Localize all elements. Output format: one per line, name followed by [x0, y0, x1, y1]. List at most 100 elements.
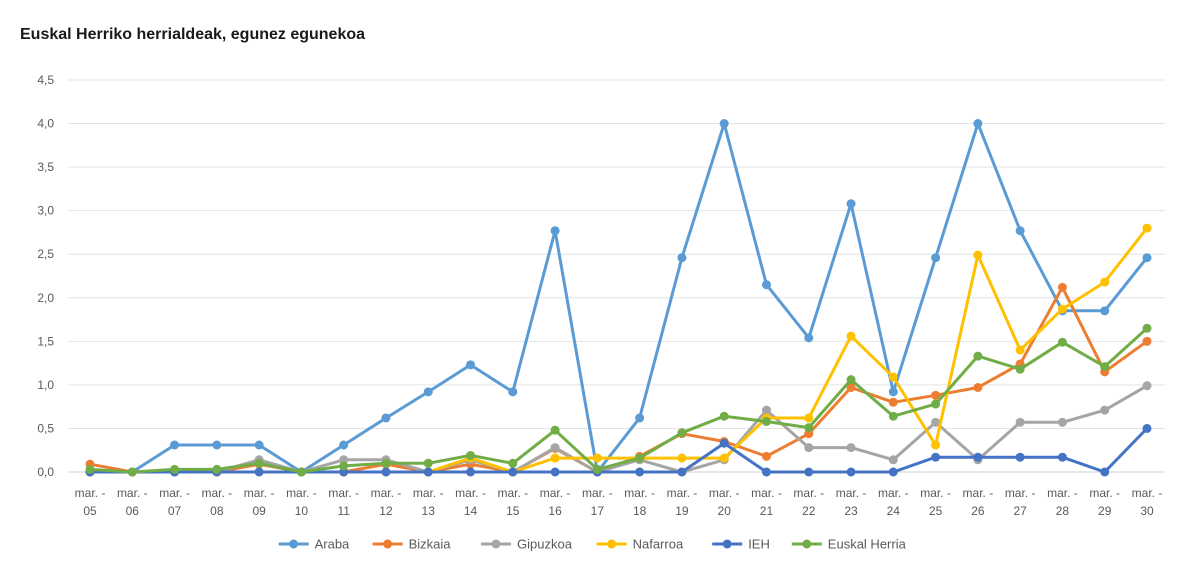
x-tick-label: mar. - [1132, 486, 1163, 500]
data-point [423, 387, 433, 397]
x-tick-label: 25 [929, 504, 943, 518]
y-tick-label: 4,5 [37, 73, 54, 87]
x-tick-label: mar. - [963, 486, 994, 500]
x-tick-label: mar. - [540, 486, 571, 500]
data-point [719, 119, 729, 129]
data-point [846, 331, 856, 341]
series-line [88, 326, 1149, 474]
x-tick-label: mar. - [159, 486, 190, 500]
data-point [508, 458, 518, 468]
x-tick-label: mar. - [667, 486, 698, 500]
x-tick-label: 24 [887, 504, 901, 518]
data-point [339, 461, 349, 471]
data-point [635, 467, 645, 477]
legend-label: Araba [315, 537, 350, 552]
data-point [254, 440, 264, 450]
data-point [508, 467, 518, 477]
x-tick-label: mar. - [1005, 486, 1036, 500]
x-tick-label: mar. - [413, 486, 444, 500]
data-point [846, 443, 856, 453]
data-point [1142, 323, 1152, 333]
data-point [973, 250, 983, 260]
x-tick-label: 28 [1056, 504, 1070, 518]
data-point [1057, 337, 1067, 347]
data-point [466, 467, 476, 477]
data-point [931, 399, 941, 409]
data-point [635, 413, 645, 423]
data-point [761, 467, 771, 477]
x-tick-label: 23 [844, 504, 858, 518]
legend-marker [802, 539, 812, 549]
data-point [888, 387, 898, 397]
x-tick-label: 13 [422, 504, 436, 518]
y-tick-label: 4,0 [37, 117, 54, 131]
y-tick-label: 3,0 [37, 204, 54, 218]
data-point [635, 453, 645, 463]
data-point [931, 417, 941, 427]
data-point [550, 425, 560, 435]
data-point [170, 440, 180, 450]
data-point [1142, 336, 1152, 346]
x-tick-label: mar. - [497, 486, 528, 500]
data-point [1015, 417, 1025, 427]
data-point [677, 428, 687, 438]
data-point [381, 413, 391, 423]
x-tick-label: mar. - [920, 486, 951, 500]
legend-marker [289, 539, 299, 549]
data-point [931, 452, 941, 462]
x-tick-label: 27 [1013, 504, 1027, 518]
y-tick-label: 1,0 [37, 378, 54, 392]
data-point [888, 455, 898, 465]
y-axis-ticks: 0,0 0,5 1,0 1,5 2,0 2,5 3,0 3,5 4,0 4,5 [37, 73, 54, 479]
x-tick-label: 22 [802, 504, 816, 518]
x-tick-label: 14 [464, 504, 478, 518]
data-point [466, 360, 476, 370]
data-point [1100, 306, 1110, 316]
x-tick-label: 21 [760, 504, 774, 518]
x-tick-label: mar. - [244, 486, 275, 500]
x-tick-label: mar. - [371, 486, 402, 500]
data-point [423, 467, 433, 477]
data-point [677, 253, 687, 263]
data-point [1100, 467, 1110, 477]
data-point [761, 451, 771, 461]
x-tick-label: 05 [83, 504, 97, 518]
data-point [1100, 362, 1110, 372]
data-point [85, 464, 95, 474]
legend-marker [383, 539, 393, 549]
data-point [127, 467, 137, 477]
data-point [973, 383, 983, 393]
x-tick-label: mar. - [455, 486, 486, 500]
data-point [719, 411, 729, 421]
legend-marker [607, 539, 617, 549]
x-tick-label: 29 [1098, 504, 1112, 518]
data-point [1142, 381, 1152, 391]
data-point [381, 467, 391, 477]
data-point [1142, 253, 1152, 263]
x-tick-label: mar. - [793, 486, 824, 500]
data-point [804, 333, 814, 343]
data-point [423, 458, 433, 468]
x-tick-label: mar. - [878, 486, 909, 500]
data-point [846, 467, 856, 477]
data-point [1100, 277, 1110, 287]
data-point [550, 467, 560, 477]
data-point [677, 453, 687, 463]
y-tick-label: 2,0 [37, 291, 54, 305]
data-point [804, 423, 814, 433]
series-lines [85, 119, 1152, 477]
data-point [677, 467, 687, 477]
x-tick-label: 12 [379, 504, 393, 518]
x-tick-label: mar. - [1047, 486, 1078, 500]
legend-label: Nafarroa [633, 537, 684, 552]
x-axis-ticks: mar. - 05 mar. - 06 mar. - 07 mar. - 08 mar. - 09… [75, 486, 1163, 518]
legend-label: Gipuzkoa [517, 537, 573, 552]
data-point [1142, 223, 1152, 233]
data-point [804, 413, 814, 423]
data-point [1057, 304, 1067, 314]
data-point [931, 253, 941, 263]
data-point [550, 453, 560, 463]
legend-label: Bizkaia [409, 537, 452, 552]
data-point [170, 464, 180, 474]
